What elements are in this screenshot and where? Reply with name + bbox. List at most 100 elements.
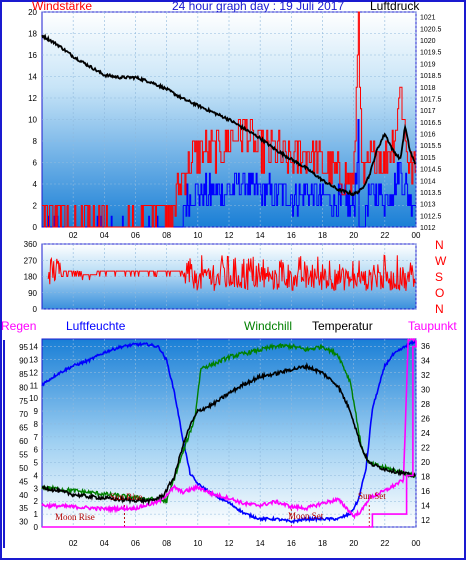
top-hour-label: 06 [131,231,140,240]
top-grid: 0246810121416182010211020.510201019.5101… [28,8,441,240]
humidity-tick-label: 30 [19,518,28,527]
temperature-tick-label: 34 [421,357,430,366]
bottom-hour-label: 06 [131,539,140,548]
wind-tick-label: 0 [33,223,38,232]
bottom-hour-label: 02 [69,539,78,548]
rain-tick-label: 12 [29,368,38,377]
pressure-tick-label: 1015 [420,155,436,162]
temperature-tick-label: 24 [421,429,430,438]
bottom-hour-label: 12 [225,539,234,548]
bottom-hour-label: 22 [380,539,389,548]
pressure-tick-label: 1017 [420,108,436,115]
rain-tick-label: 2 [34,497,39,506]
bottom-hour-label: 10 [193,539,202,548]
pressure-tick-label: 1012.5 [420,213,442,220]
top-hour-label: 18 [318,231,327,240]
pressure-tick-label: 1013.5 [420,190,442,197]
luftdruck-title: Luftdruck [370,0,420,13]
wind-tick-label: 16 [28,51,37,60]
top-hour-label: 22 [380,231,389,240]
bottom-grid: 9590858075706560555045403530141312111098… [19,339,430,548]
bottom-hour-label: 16 [287,539,296,548]
direction-tick-label: 90 [28,289,37,298]
bottom-hour-label: 20 [349,539,358,548]
temperature-tick-label: 30 [421,386,430,395]
wind-tick-label: 12 [28,94,37,103]
rain-tick-label: 11 [30,381,39,390]
rain-tick-label: 13 [29,356,38,365]
top-hour-label: 02 [69,231,78,240]
pressure-tick-label: 1020 [420,38,436,45]
pressure-tick-label: 1015.5 [420,143,442,150]
direction-tick-label: 270 [24,256,38,265]
direction-tick-label: 360 [24,240,38,249]
rain-tick-label: 5 [34,459,39,468]
humidity-tick-label: 90 [19,356,28,365]
sun-set-label: Sun Set [358,491,386,501]
bottom-hour-label: 00 [412,539,421,548]
rain-line [42,340,417,528]
rain-tick-label: 8 [34,420,39,429]
direction-tick-label: 180 [24,273,38,282]
legend-regen: Regen [1,319,37,333]
rain-tick-label: 3 [34,484,39,493]
temperature-tick-label: 20 [421,458,430,467]
wind-tick-label: 14 [28,73,37,82]
bottom-series [41,338,417,528]
top-hour-label: 10 [193,231,202,240]
compass-letter: W [435,254,447,268]
temperature-tick-label: 12 [421,516,430,525]
pressure-tick-label: 1013 [420,202,436,209]
humidity-tick-label: 45 [19,477,28,486]
bottom-hour-label: 14 [256,539,265,548]
top-series [41,11,417,228]
humidity-tick-label: 70 [19,410,28,419]
pressure-tick-label: 1017.5 [420,96,442,103]
rain-tick-label: 14 [29,343,38,352]
top-hour-label: 00 [412,231,421,240]
humidity-tick-label: 60 [19,437,28,446]
temperature-line [41,361,416,506]
pressure-tick-label: 1016 [420,132,436,139]
humidity-tick-label: 80 [19,383,28,392]
wind-tick-label: 8 [33,137,38,146]
top-hour-label: 08 [162,231,171,240]
compass-letter: S [435,270,444,284]
legend-taupunkt: Taupunkt [408,319,457,333]
pressure-tick-label: 1018 [420,85,436,92]
wind-gust-line [42,11,416,228]
pressure-tick-label: 1021 [420,15,436,22]
legend-luftfeuchte: Luftfeuchte [66,319,126,333]
temperature-tick-label: 18 [421,472,430,481]
sun-rise-label: Sun Rise [110,492,143,502]
wind-tick-label: 4 [33,180,38,189]
windstaerke-title: Windstärke [32,0,93,13]
top-hour-label: 16 [287,231,296,240]
bottom-hour-label: 04 [100,539,109,548]
top-hour-label: 14 [256,231,265,240]
wind-tick-label: 20 [28,8,37,17]
wind-direction-line [47,254,416,291]
humidity-tick-label: 65 [19,424,28,433]
rain-tick-label: 9 [34,407,39,416]
rain-tick-label: 4 [34,471,39,480]
rain-tick-label: 0 [34,523,39,532]
direction-tick-label: 0 [33,305,38,314]
humidity-tick-label: 85 [19,370,28,379]
compass-letter: N [435,238,444,252]
compass-letter: O [435,286,445,300]
rain-tick-label: 7 [34,433,39,442]
rain-tick-label: 1 [34,510,39,519]
rain-tick-label: 6 [34,446,39,455]
pressure-tick-label: 1012 [420,225,436,232]
pressure-tick-label: 1019.5 [420,50,442,57]
temperature-tick-label: 22 [421,443,430,452]
humidity-tick-label: 40 [19,491,28,500]
compass-letter: N [435,302,444,316]
legend-windchill: Windchill [244,319,293,333]
pressure-tick-label: 1016.5 [420,120,442,127]
pressure-tick-label: 1019 [420,61,436,68]
humidity-tick-label: 95 [19,343,28,352]
wind-tick-label: 18 [28,30,37,39]
